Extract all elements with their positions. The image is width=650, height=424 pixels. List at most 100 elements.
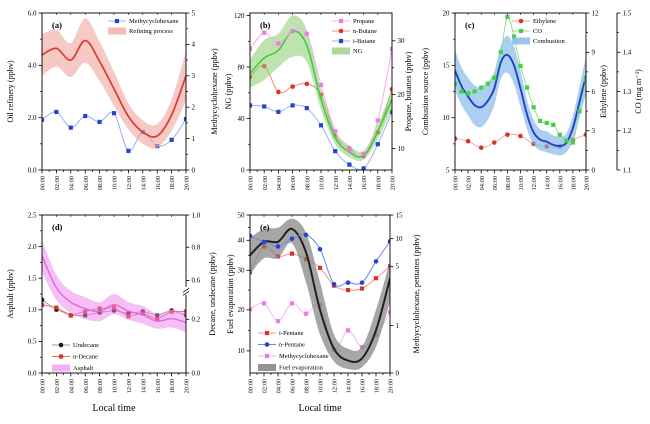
x-tick-label: 02:00 — [54, 379, 61, 393]
x-tick-label: 10:00 — [518, 176, 525, 190]
legend-label: Undecane — [73, 342, 99, 349]
legend-entry-methycyclohexane: Methycyclohexane — [108, 18, 179, 25]
legend-entry-n-pentane: n-Pentane — [258, 342, 305, 349]
x-tick-label: 08:00 — [97, 176, 104, 190]
x-tick-label: 10:00 — [318, 379, 325, 393]
legend-entry-i-pentane: i-Pentane — [258, 330, 304, 337]
x-tick-label: 14:00 — [140, 176, 147, 190]
x-tick-label: 20:00 — [184, 176, 191, 190]
panel-tag-d: (d) — [52, 222, 63, 232]
marker-square — [111, 111, 117, 116]
x-tick-label: 02:00 — [54, 176, 61, 190]
y-tick-label: 0.0 — [192, 369, 201, 377]
legend-label: Fuel evaporation — [279, 365, 324, 372]
axis-title-asphalt-ppbv-: Asphalt (ppbv) — [6, 269, 15, 319]
y-tick-label: 5 — [192, 9, 196, 17]
y-tick-label: 1 — [396, 322, 400, 330]
marker-square — [564, 138, 569, 143]
legend-entry-undecane: Undecane — [52, 342, 99, 349]
y-tick-label: 0.0 — [28, 166, 37, 174]
y-tick-label: 10 — [396, 235, 404, 243]
x-tick-label: 06:00 — [83, 176, 90, 190]
legend-label: NG — [353, 48, 363, 55]
y-tick-label: 5 — [396, 263, 400, 271]
legend-entry-co: CO — [512, 28, 542, 35]
y-tick-label: 50 — [238, 211, 246, 219]
legend-label: Refining process — [129, 28, 173, 35]
marker-circle — [317, 246, 323, 252]
x-axis: 00:00 02:00 04:00 06:00 08:00 10:00 12:00 14:00… — [40, 215, 191, 393]
series-propane — [250, 27, 392, 157]
y-tick-label: 15 — [396, 211, 404, 219]
x-tick-label: 18:00 — [571, 176, 578, 190]
y-tick-label: 1.0 — [192, 211, 201, 219]
marker-square — [570, 140, 575, 145]
panel-tag-e: (e) — [260, 222, 270, 232]
y-tick-label: 2 — [192, 104, 196, 112]
x-tick-label: 20:00 — [388, 379, 395, 393]
marker-square — [97, 119, 102, 125]
x-axis: 00:00 02:00 04:00 06:00 08:00 10:00 12:00 14:00… — [453, 13, 591, 190]
marker-circle — [290, 84, 295, 89]
axis-b-right1: 10 20 30 Propane, butanes (ppbv) — [392, 37, 413, 153]
y-tick-label: 3 — [592, 127, 596, 135]
x-tick-label: 20:00 — [390, 176, 397, 190]
panel-tag-a: (a) — [52, 20, 62, 30]
legend-marker-circle — [58, 342, 64, 348]
x-tick-label: 18:00 — [169, 379, 176, 393]
x-tick-label: 06:00 — [492, 176, 499, 190]
marker-square — [492, 75, 497, 80]
x-tick-label: 00:00 — [40, 176, 47, 190]
axis-title-ng-ppbv-: NG (ppbv) — [224, 73, 233, 109]
x-tick-label: 14:00 — [346, 379, 353, 393]
legend-marker-square — [264, 353, 270, 359]
y-tick-label: 10 — [398, 145, 406, 153]
marker-square — [347, 147, 352, 152]
legend-swatch — [332, 47, 350, 55]
x-tick-label: 02:00 — [466, 176, 473, 190]
legend-entry-ng: NG — [332, 47, 363, 55]
legend-marker-square — [338, 38, 344, 44]
x-tick-label: 12:00 — [126, 176, 133, 190]
axis-c-right1: 0 3 6 9 12 Ethylene (ppbv) — [586, 9, 608, 174]
series-combustion — [455, 35, 586, 156]
legend-entry-refining-process: Refining process — [108, 27, 173, 35]
marker-circle — [304, 81, 310, 87]
x-tick-label: 18:00 — [375, 176, 382, 190]
band-fuel-evaporation — [250, 218, 390, 370]
legend-entry-i-butane: i-Butane — [332, 38, 375, 45]
series-asphalt — [42, 240, 186, 333]
x-tick-label: 14:00 — [347, 176, 354, 190]
y-tick-label: 6 — [592, 88, 596, 96]
x-tick-label: 04:00 — [479, 176, 486, 190]
marker-square — [551, 122, 556, 127]
legend-label: n-Decane — [73, 354, 98, 361]
legend-marker-circle — [338, 28, 344, 34]
marker-square — [250, 307, 253, 312]
marker-square — [289, 251, 295, 256]
series-refining-process — [42, 18, 186, 149]
marker-square — [389, 109, 392, 114]
y-tick-label: 20 — [398, 91, 406, 99]
axis-title-ethylene-ppbv-: Ethylene (ppbv) — [599, 65, 608, 118]
legend-swatch — [52, 364, 70, 372]
legend-marker-circle — [264, 342, 270, 347]
x-tick-label: 16:00 — [155, 176, 162, 190]
y-tick-label: 1.3 — [623, 88, 632, 96]
legend-swatch — [108, 27, 126, 35]
series-ng — [250, 15, 392, 161]
marker-square — [583, 77, 586, 82]
marker-circle — [583, 132, 586, 137]
y-tick-label: 0.5 — [28, 338, 37, 346]
marker-square — [261, 301, 267, 306]
marker-square — [289, 301, 295, 306]
band-asphalt — [42, 240, 186, 333]
panel-tag-c: (c) — [465, 20, 475, 30]
legend-entry-ethylene: Ethylene — [512, 18, 556, 25]
legend-label: i-Butane — [353, 38, 375, 45]
y-tick-label: 15 — [443, 62, 451, 70]
y-tick-label: 2.0 — [28, 114, 37, 122]
marker-circle — [387, 239, 390, 244]
marker-square — [250, 103, 253, 108]
y-tick-label: 10 — [443, 114, 451, 122]
